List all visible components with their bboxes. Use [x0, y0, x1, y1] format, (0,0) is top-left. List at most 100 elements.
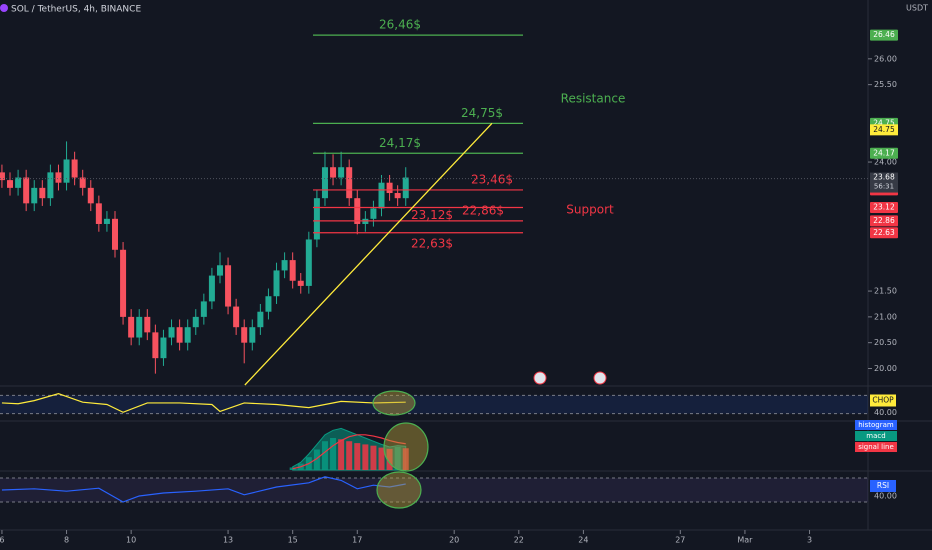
indicator-name: CHOP	[872, 396, 894, 405]
candle-body	[0, 172, 5, 181]
last-price-tag	[870, 172, 898, 193]
candle-body	[402, 177, 409, 199]
candle-body	[79, 177, 86, 188]
legend-tag	[855, 431, 897, 441]
candle-body	[103, 218, 110, 224]
candle-body	[378, 182, 385, 209]
histogram-bar	[346, 441, 353, 470]
candle-body	[257, 311, 264, 328]
price-tag-label: 24.75	[873, 118, 895, 127]
price-tag-label: 22.86	[873, 216, 895, 225]
candle-body	[305, 239, 312, 286]
x-tick-label: 17	[352, 536, 362, 545]
level-label: 26,46$	[379, 18, 421, 32]
histogram-bar	[330, 438, 337, 470]
price-tag	[870, 124, 898, 136]
candle-body	[289, 260, 296, 281]
indicator-line	[1, 393, 406, 413]
x-tick-label: 6	[0, 536, 4, 545]
candle-body	[346, 167, 353, 199]
price-tag	[870, 201, 898, 213]
x-tick-label: 27	[675, 536, 685, 545]
candle-body	[87, 187, 94, 204]
candle-body	[216, 265, 223, 276]
candle-body	[394, 193, 401, 199]
indicator-tag	[870, 480, 896, 492]
countdown: 56:31	[874, 183, 894, 191]
x-tick-label: 24	[578, 536, 588, 545]
histogram-bar	[402, 448, 409, 470]
y-tick-label: 26.00	[874, 54, 897, 63]
candle-body	[160, 337, 167, 359]
histogram-bar	[362, 444, 369, 470]
candle-body	[31, 187, 38, 204]
legend-tag	[855, 442, 897, 452]
highlight	[372, 390, 416, 416]
price-axis-unit: USDT	[906, 4, 928, 13]
candle-body	[200, 301, 207, 317]
event-flag	[593, 371, 607, 385]
annotation: Support	[566, 203, 614, 217]
price-tag	[870, 29, 898, 41]
legend-label: signal line	[858, 443, 894, 451]
y-tick-label: 20.50	[874, 338, 897, 347]
histogram-bar	[378, 447, 385, 470]
candle-body	[15, 177, 22, 188]
event-flags	[533, 371, 607, 385]
chart-title: SOL / TetherUS, 4h, BINANCE	[11, 5, 141, 15]
candle-body	[208, 275, 215, 302]
candle-body	[136, 316, 143, 338]
candle-body	[354, 198, 361, 224]
level-label: 22,86$	[462, 203, 504, 217]
candle-body	[330, 167, 337, 178]
pane-band	[0, 478, 868, 502]
histogram-bar	[313, 449, 320, 470]
histogram-bar	[394, 446, 401, 470]
price-tag	[870, 215, 898, 227]
candle-body	[39, 187, 46, 199]
x-tick-label: 10	[126, 536, 136, 545]
y-tick-label: 20.00	[874, 364, 897, 373]
candle-body	[71, 159, 78, 178]
signal-line	[292, 434, 406, 470]
candle-body	[297, 280, 304, 286]
candle-body	[265, 296, 272, 312]
x-tick-label: Mar	[737, 536, 753, 545]
candle-body	[184, 327, 191, 343]
histogram-bar	[338, 439, 345, 470]
level-label: 24,17$	[379, 136, 421, 150]
price-tag-label: 24.75	[873, 125, 895, 134]
candle-body	[128, 316, 135, 338]
y-tick-label: 24.00	[874, 158, 897, 167]
candle-body	[281, 260, 288, 271]
candle-body	[192, 316, 199, 328]
candle-body	[112, 218, 119, 250]
pane-band	[0, 395, 868, 414]
candle-body	[273, 270, 280, 297]
candle-body	[7, 180, 14, 188]
legend-label: macd	[866, 432, 885, 440]
candle-body	[321, 167, 328, 199]
legend-label: histogram	[858, 421, 894, 429]
indicator-tag	[870, 394, 896, 407]
candle-body	[338, 167, 345, 178]
histogram-bar	[386, 448, 393, 470]
histogram-bar	[354, 443, 361, 470]
annotation: Resistance	[561, 92, 626, 106]
candle-body	[225, 265, 232, 307]
indicator-name: RSI	[877, 481, 889, 490]
level-label: 23,46$	[471, 172, 513, 186]
level-label: 23,12$	[411, 208, 453, 222]
trendline	[244, 122, 493, 386]
y-tick-label: 21.00	[874, 312, 897, 321]
x-tick-label: 13	[223, 536, 233, 545]
y-tick-label: 40.00	[874, 492, 897, 501]
price-tag	[870, 147, 898, 159]
candle-body	[241, 327, 248, 343]
histogram-bar	[321, 441, 328, 470]
x-tick-label: 8	[64, 536, 69, 545]
highlight	[376, 471, 422, 509]
x-tick-label: 22	[514, 536, 524, 545]
price-tag	[870, 227, 898, 239]
candle-body	[120, 249, 127, 317]
